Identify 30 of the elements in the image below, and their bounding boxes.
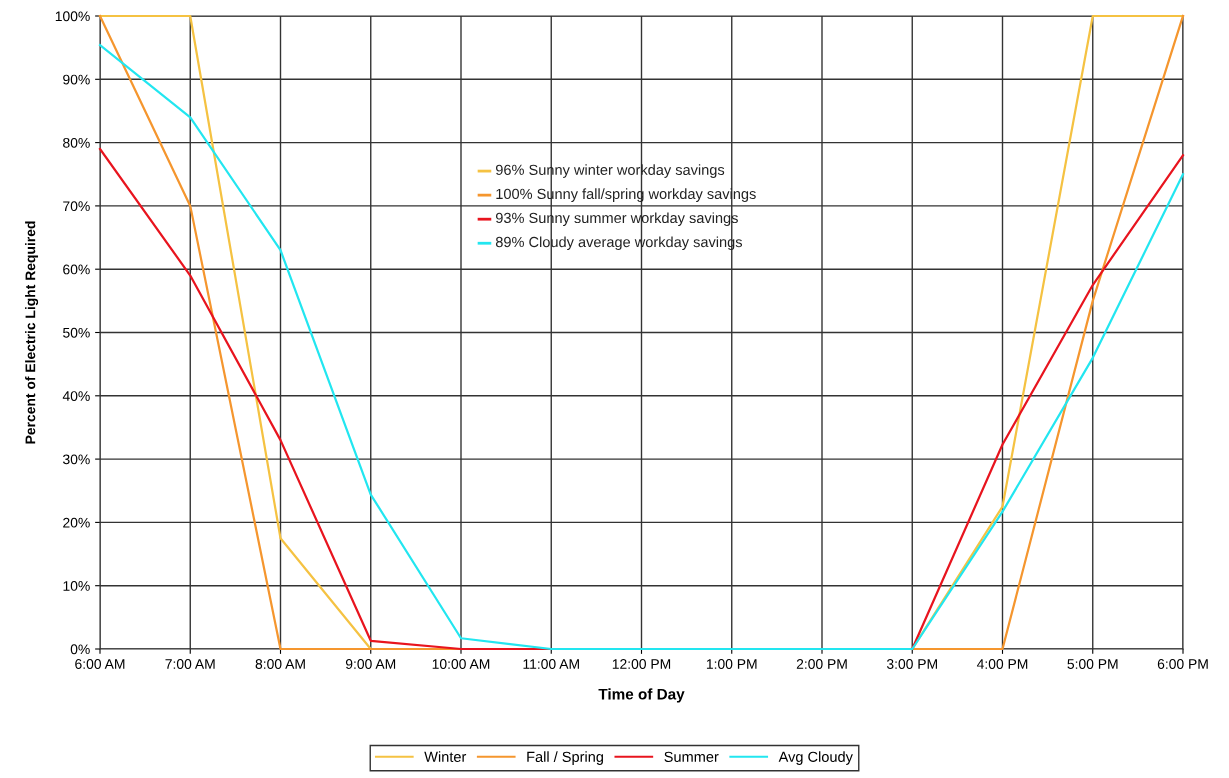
x-tick-label: 8:00 AM xyxy=(255,659,305,669)
y-tick-label: 90% xyxy=(63,74,90,85)
x-tick-label: 2:00 PM xyxy=(796,659,847,669)
legend-label: Fall / Spring xyxy=(527,751,603,765)
y-tick-label: 30% xyxy=(63,454,90,465)
x-tick-label: 6:00 AM xyxy=(75,659,125,669)
x-tick-label: 4:00 PM xyxy=(976,659,1028,669)
x-axis-title: Time of Day xyxy=(598,688,685,703)
y-tick-label: 70% xyxy=(63,201,90,212)
x-tick-label: 5:00 PM xyxy=(1067,659,1118,669)
legend-label: Avg Cloudy xyxy=(778,751,853,765)
y-tick-label: 0% xyxy=(70,644,90,655)
x-tick-label: 12:00 PM xyxy=(612,659,671,669)
y-tick-label: 10% xyxy=(63,581,90,591)
x-tick-label: 6:00 PM xyxy=(1157,659,1208,669)
x-tick-label: 11:00 AM xyxy=(523,659,579,669)
y-axis-title: Percent of Electric Light Required xyxy=(25,221,39,444)
y-tick-label: 100% xyxy=(55,11,90,22)
legend-label: Summer xyxy=(664,751,719,762)
y-tick-label: 40% xyxy=(62,391,90,401)
y-tick-label: 80% xyxy=(63,137,90,148)
x-tick-label: 3:00 PM xyxy=(886,659,937,669)
x-tick-label: 7:00 AM xyxy=(165,659,215,669)
y-tick-label: 60% xyxy=(63,264,90,275)
x-tick-label: 10:00 AM xyxy=(432,659,490,669)
y-tick-label: 50% xyxy=(63,327,90,338)
x-tick-label: 1:00 PM xyxy=(706,659,757,669)
y-tick-label: 20% xyxy=(63,517,90,528)
legend-label: Winter xyxy=(424,751,467,762)
x-tick-label: 9:00 AM xyxy=(345,659,396,669)
